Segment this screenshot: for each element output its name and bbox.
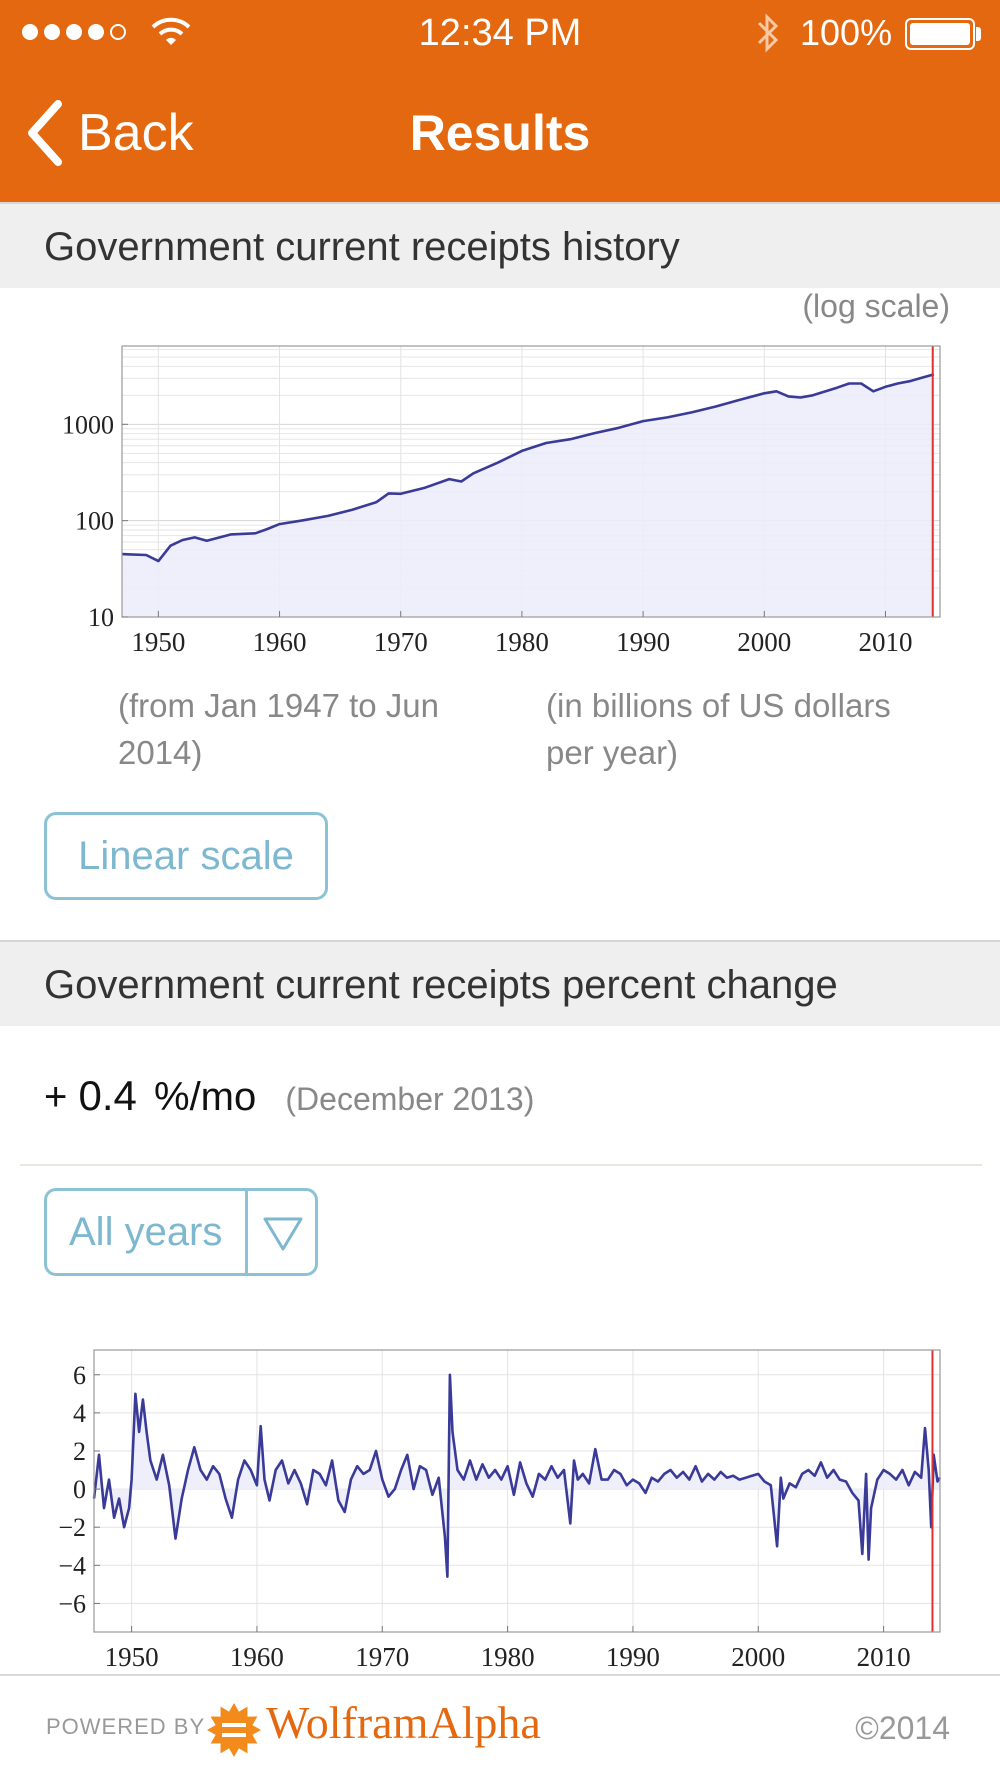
units-caption: (in billions of US dollars per year) xyxy=(546,682,891,776)
x-tick-label: 1990 xyxy=(606,1642,660,1672)
result-sign: + xyxy=(44,1075,68,1119)
result-value: 0.4 xyxy=(78,1072,137,1119)
x-tick-label: 1970 xyxy=(374,627,428,657)
x-tick-label: 2000 xyxy=(731,1642,785,1672)
x-tick-label: 1960 xyxy=(230,1642,284,1672)
result-unit: %/mo xyxy=(154,1075,257,1119)
battery-percent: 100% xyxy=(800,12,893,53)
x-tick-label: 1970 xyxy=(355,1642,409,1672)
date-range-caption: (from Jan 1947 to Jun 2014) xyxy=(118,682,439,776)
y-tick-label: 100 xyxy=(75,507,114,536)
wifi-icon xyxy=(151,17,191,45)
percent-change-chart: 6 4 2 0 −2 −4 −6 1950 1960 1970 1980 1990 2000 2010 xyxy=(58,1349,942,1672)
x-tick-label: 1980 xyxy=(495,627,549,657)
units-line-2: per year) xyxy=(546,734,679,771)
pod-title-percent-change: Government current receipts percent chan… xyxy=(0,940,1000,1026)
y-tick-label: 0 xyxy=(73,1475,86,1504)
logo-starburst xyxy=(207,1703,261,1757)
x-tick-label: 1950 xyxy=(105,1642,159,1672)
y-tick-label: 6 xyxy=(73,1361,86,1390)
receipts-history-chart: 10 100 1000 1950 1960 1970 1980 1990 2000 2010 xyxy=(62,345,941,657)
series-area-fill xyxy=(122,374,934,617)
signal-strength-icon xyxy=(22,24,126,40)
select-divider xyxy=(245,1191,248,1273)
log-scale-note: (log scale) xyxy=(802,288,950,324)
result-date: (December 2013) xyxy=(285,1081,535,1117)
y-tick-label: 2 xyxy=(73,1437,86,1466)
year-range-selected: All years xyxy=(69,1210,223,1254)
battery-tip xyxy=(976,27,981,41)
plot-frame xyxy=(121,345,941,618)
y-tick-label: −2 xyxy=(58,1513,86,1542)
chevron-left-icon xyxy=(28,100,62,166)
page-title: Results xyxy=(409,105,591,161)
date-range-line-2: 2014) xyxy=(118,734,203,771)
wolfram-alpha-wordmark: WolframAlpha xyxy=(266,1697,541,1748)
percent-change-result: + 0.4 %/mo (December 2013) xyxy=(44,1072,534,1120)
year-range-select[interactable]: All years xyxy=(44,1188,318,1276)
x-tick-label: 2010 xyxy=(857,1642,911,1672)
dropdown-triangle-icon xyxy=(263,1217,303,1251)
battery-icon xyxy=(905,18,975,50)
x-tick-label: 1980 xyxy=(481,1642,535,1672)
copyright: ©2014 xyxy=(855,1710,950,1746)
status-bar: 12:34 PM 100% xyxy=(0,0,1000,66)
status-time: 12:34 PM xyxy=(418,12,582,54)
back-button[interactable]: Back xyxy=(24,100,194,166)
x-tick-label: 2000 xyxy=(737,627,791,657)
x-tick-label: 2010 xyxy=(858,627,912,657)
nav-bar: Back Results xyxy=(0,70,1000,202)
linear-scale-button[interactable]: Linear scale xyxy=(44,812,328,900)
result-divider xyxy=(20,1164,982,1166)
footer: POWERED BY WolframAlpha ©2014 xyxy=(0,1674,1000,1780)
x-tick-label: 1950 xyxy=(131,627,185,657)
x-tick-label: 1960 xyxy=(253,627,307,657)
back-label: Back xyxy=(78,104,194,162)
y-tick-label: −4 xyxy=(58,1551,86,1580)
y-tick-label: 4 xyxy=(73,1399,86,1428)
y-tick-label: −6 xyxy=(58,1589,86,1618)
series-line xyxy=(121,373,935,563)
pod-title-history: Government current receipts history xyxy=(0,202,1000,288)
date-range-line-1: (from Jan 1947 to Jun xyxy=(118,687,440,724)
series-line xyxy=(92,1373,942,1578)
x-tick-label: 1990 xyxy=(616,627,670,657)
plot-frame xyxy=(93,1349,941,1633)
bluetooth-icon xyxy=(757,13,779,53)
units-line-1: (in billions of US dollars xyxy=(546,687,891,724)
powered-by-label: POWERED BY xyxy=(46,1714,206,1739)
y-tick-label: 1000 xyxy=(62,410,114,439)
header-bar xyxy=(0,0,1000,202)
wolfram-alpha-logo-icon xyxy=(207,1703,261,1757)
y-tick-label: 10 xyxy=(88,603,114,632)
